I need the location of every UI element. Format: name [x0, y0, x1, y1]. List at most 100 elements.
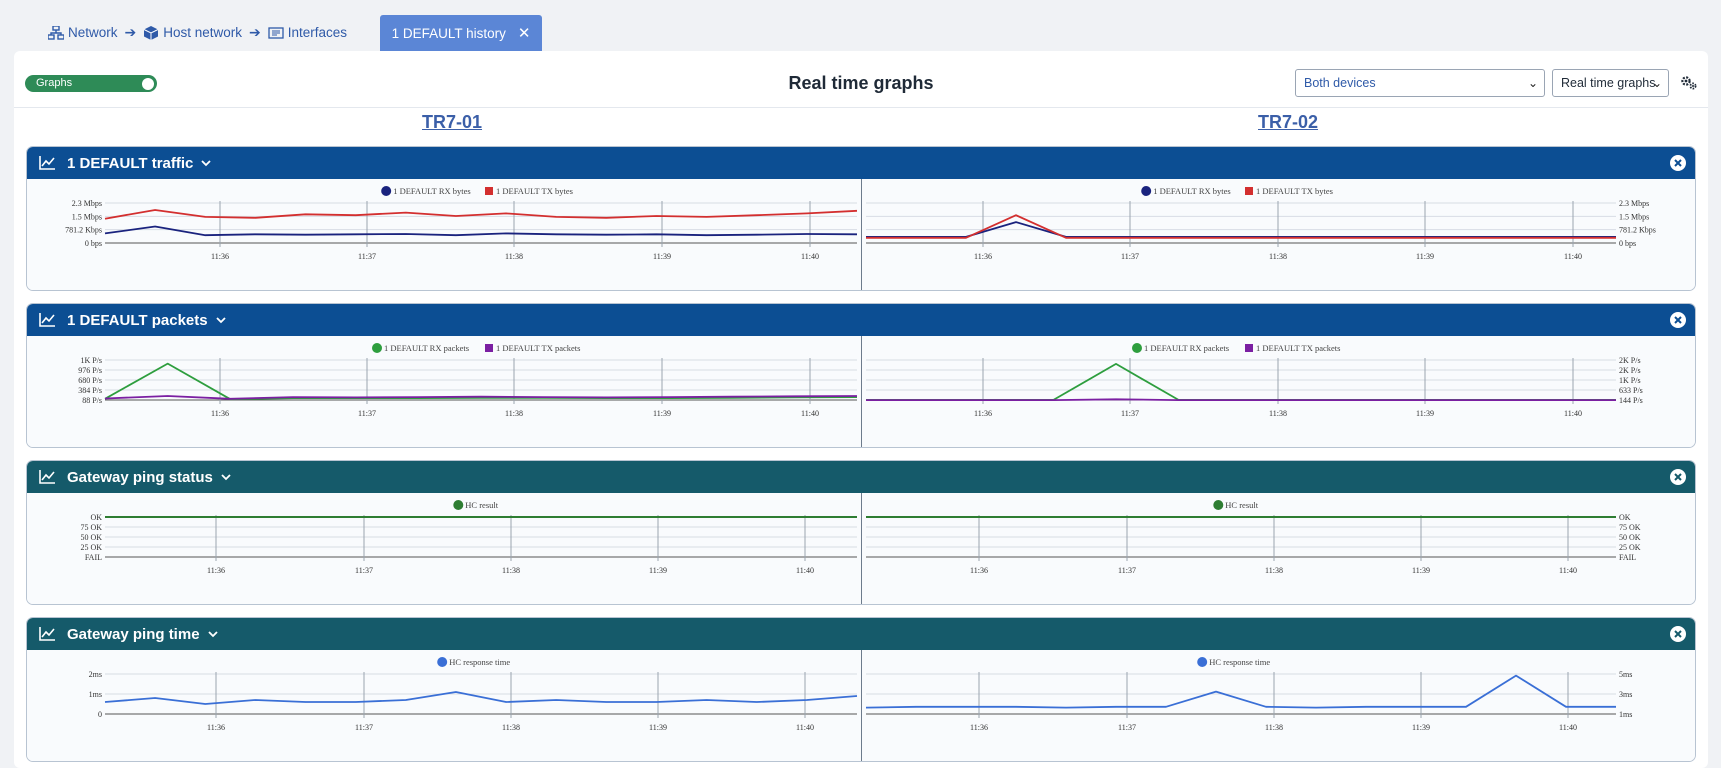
- graphs-toggle[interactable]: Graphs: [25, 75, 157, 92]
- legend-label: 1 DEFAULT TX packets: [496, 343, 580, 353]
- x-tick-label: 11:39: [649, 566, 667, 575]
- x-tick-label: 11:36: [207, 723, 225, 732]
- panel-body: HC result HC result OK 75 OK 50 OK 25 OK FAIL O…: [27, 493, 1695, 604]
- x-tick-label: 11:36: [970, 566, 988, 575]
- y-tick-label: 25 OK: [1619, 543, 1641, 552]
- series-line: [866, 214, 1616, 239]
- legend-label: 1 DEFAULT TX bytes: [1256, 186, 1333, 196]
- chevron-down-icon[interactable]: [221, 472, 231, 482]
- x-tick-label: 11:37: [355, 723, 373, 732]
- device-divider: [861, 650, 862, 761]
- series-line: [104, 209, 858, 220]
- breadcrumb-host-network[interactable]: Host network: [143, 25, 242, 40]
- legend-label: HC response time: [449, 657, 510, 667]
- y-tick-label: 50 OK: [80, 533, 102, 542]
- tab-label: 1 DEFAULT history: [391, 25, 506, 41]
- y-tick-label: 1ms: [89, 690, 102, 699]
- panel-body: 1 DEFAULT RX bytes 1 DEFAULT TX bytes 1 DE…: [27, 179, 1695, 290]
- close-circle-icon[interactable]: [1669, 311, 1687, 329]
- y-tick-label: 50 OK: [1619, 533, 1641, 542]
- breadcrumb-network[interactable]: Network: [48, 25, 118, 40]
- legend-label: 1 DEFAULT RX packets: [384, 343, 469, 353]
- legend-label: 1 DEFAULT RX bytes: [1153, 186, 1231, 196]
- device-select[interactable]: Both devices ⌄: [1295, 69, 1545, 97]
- x-tick-label: 11:40: [1559, 723, 1577, 732]
- x-tick-label: 11:38: [502, 723, 520, 732]
- mode-select[interactable]: Real time graphs ⌄: [1552, 69, 1669, 97]
- mode-select-value: Real time graphs: [1561, 76, 1656, 90]
- y-tick-label: 5ms: [1619, 670, 1632, 679]
- chart-line-icon: [39, 470, 55, 484]
- device-link-tr7-02[interactable]: TR7-02: [1258, 112, 1319, 132]
- panel-packets: 1 DEFAULT packets 1 DEFAULT RX packets 1 …: [26, 303, 1696, 448]
- chevron-down-icon[interactable]: [215, 315, 226, 325]
- y-tick-label: 1ms: [1619, 710, 1632, 719]
- close-circle-icon[interactable]: [1669, 625, 1687, 643]
- y-tick-label: FAIL: [85, 553, 102, 562]
- close-circle-icon[interactable]: [1669, 468, 1687, 486]
- y-tick-label: 1.5 Mbps: [1619, 212, 1649, 221]
- y-tick-label: 1K P/s: [1619, 376, 1641, 385]
- main-panel: Graphs Real time graphs Both devices ⌄ R…: [14, 51, 1708, 768]
- y-tick-label: 75 OK: [80, 523, 102, 532]
- close-icon[interactable]: ✕: [517, 25, 531, 42]
- x-tick-label: 11:38: [502, 566, 520, 575]
- chevron-down-icon[interactable]: [207, 629, 218, 639]
- tab-default-history[interactable]: 1 DEFAULT history ✕: [380, 15, 542, 51]
- x-tick-label: 11:40: [801, 409, 819, 418]
- x-tick-label: 11:40: [796, 566, 814, 575]
- x-tick-label: 11:36: [974, 252, 992, 261]
- breadcrumb-interfaces[interactable]: Interfaces: [268, 25, 347, 40]
- legend-marker: [381, 186, 392, 196]
- panel-header[interactable]: 1 DEFAULT traffic: [27, 147, 1695, 179]
- device-divider: [861, 179, 862, 290]
- ping-time-chart: HC response time HC response time 2ms 1ms 0 5…: [89, 657, 1632, 732]
- x-tick-label: 11:39: [1416, 252, 1434, 261]
- panel-title: Gateway ping time: [67, 625, 200, 643]
- close-circle-icon[interactable]: [1669, 154, 1687, 172]
- legend-label: 1 DEFAULT TX bytes: [496, 186, 573, 196]
- x-tick-label: 11:40: [1564, 252, 1582, 261]
- y-tick-label: 976 P/s: [78, 366, 102, 375]
- device-link-tr7-01[interactable]: TR7-01: [422, 112, 483, 132]
- y-tick-label: 0 bps: [85, 239, 102, 248]
- x-tick-label: 11:39: [653, 252, 671, 261]
- legend-marker: [437, 657, 448, 667]
- interfaces-icon: [268, 26, 284, 39]
- breadcrumb-host-network-label: Host network: [163, 25, 243, 40]
- device-divider: [861, 493, 862, 604]
- x-tick-label: 11:39: [1412, 723, 1430, 732]
- legend-marker: [1213, 500, 1224, 510]
- y-tick-label: 384 P/s: [78, 386, 102, 395]
- y-tick-label: 2K P/s: [1619, 366, 1641, 375]
- network-icon: [48, 25, 64, 40]
- panel-header[interactable]: Gateway ping status: [27, 461, 1695, 493]
- arrow-right-icon: ➔: [124, 24, 137, 40]
- y-tick-label: 781.2 Kbps: [1619, 226, 1656, 235]
- breadcrumb: Network ➔ Host network ➔ Interfaces: [48, 24, 347, 41]
- x-tick-label: 11:37: [1118, 566, 1136, 575]
- y-tick-label: 1.5 Mbps: [72, 212, 102, 221]
- legend-marker: [372, 343, 382, 353]
- series-line: [866, 363, 1616, 401]
- series-line: [104, 691, 858, 705]
- legend-label: HC result: [465, 500, 498, 510]
- series-line: [104, 395, 858, 400]
- chevron-down-icon[interactable]: [201, 158, 212, 168]
- panel-header[interactable]: 1 DEFAULT packets: [27, 304, 1695, 336]
- x-tick-label: 11:38: [505, 409, 523, 418]
- toolbar: Graphs Real time graphs Both devices ⌄ R…: [14, 51, 1708, 108]
- gears-icon[interactable]: [1680, 74, 1698, 92]
- x-tick-label: 11:38: [1269, 409, 1287, 418]
- y-tick-label: OK: [1619, 513, 1631, 522]
- panel-header[interactable]: Gateway ping time: [27, 618, 1695, 650]
- x-tick-label: 11:38: [1265, 566, 1283, 575]
- breadcrumb-bar: Network ➔ Host network ➔ Interfaces 1 DE…: [0, 0, 1721, 51]
- panel-ping-status: Gateway ping status HC result HC result OK…: [26, 460, 1696, 605]
- chart-line-icon: [39, 156, 55, 170]
- legend-marker: [485, 187, 493, 195]
- toggle-knob: [142, 77, 154, 90]
- panel-title: 1 DEFAULT packets: [67, 311, 208, 329]
- legend-marker: [485, 344, 493, 352]
- x-tick-label: 11:38: [505, 252, 523, 261]
